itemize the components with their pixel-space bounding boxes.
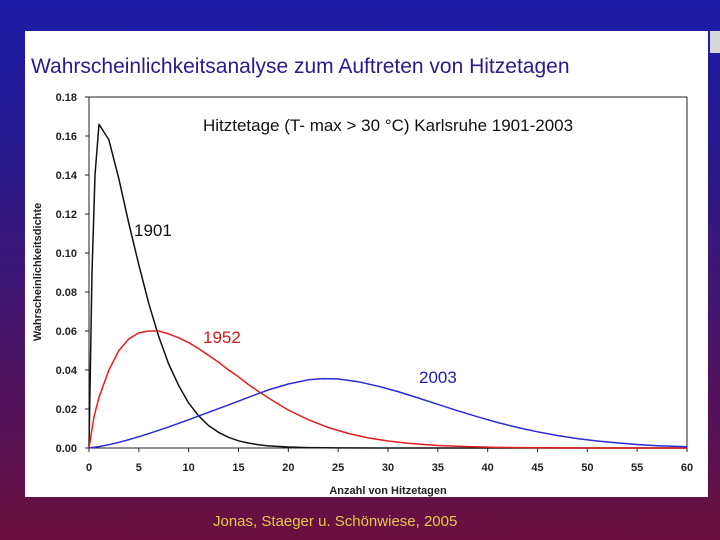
corner-tab	[710, 31, 720, 53]
x-tick-label: 15	[232, 462, 244, 474]
chart-title: Hitztetage (T- max > 30 °C) Karlsruhe 19…	[203, 116, 573, 135]
series-line-2003	[88, 377, 688, 449]
series-label-2003: 2003	[419, 368, 457, 387]
x-tick-label: 60	[681, 462, 693, 474]
x-tick-label: 0	[86, 462, 92, 474]
slide-title: Wahrscheinlichkeitsanalyse zum Auftreten…	[31, 55, 570, 78]
plot-frame	[88, 96, 688, 449]
y-tick-label: 0.18	[56, 92, 77, 104]
x-tick-label: 10	[183, 462, 195, 474]
series-lines	[88, 123, 688, 449]
series-label-1901: 1901	[134, 221, 172, 240]
series-label-1952: 1952	[203, 328, 241, 347]
y-tick-label: 0.00	[56, 443, 77, 455]
x-tick-label: 20	[282, 462, 294, 474]
y-axis-label: Wahrscheinlichkeitsdichte	[32, 203, 44, 341]
x-tick-label: 25	[332, 462, 344, 474]
x-tick-label: 45	[531, 462, 543, 474]
y-axis-ticks: 0.00 0.02 0.04 0.06 0.08 0.10 0.12 0.14 0.16 0.18	[56, 92, 89, 455]
x-axis-ticks: 0 5 10 15 20 25 30 35 40 45 50 55 60	[86, 448, 693, 474]
series-line-1952	[88, 330, 687, 449]
y-tick-label: 0.04	[56, 365, 78, 377]
x-tick-label: 40	[482, 462, 494, 474]
y-tick-label: 0.14	[56, 170, 78, 182]
series-line-1901	[88, 123, 687, 449]
y-tick-label: 0.12	[56, 209, 77, 221]
x-tick-label: 35	[432, 462, 444, 474]
x-tick-label: 30	[382, 462, 394, 474]
y-tick-label: 0.10	[56, 248, 77, 260]
y-tick-label: 0.02	[56, 404, 77, 416]
source-credit: Jonas, Staeger u. Schönwiese, 2005	[213, 513, 458, 530]
y-tick-label: 0.06	[56, 326, 77, 338]
x-tick-label: 55	[631, 462, 643, 474]
x-axis-label: Anzahl von Hitzetagen	[329, 485, 447, 497]
y-tick-label: 0.16	[56, 131, 77, 143]
x-tick-label: 5	[136, 462, 142, 474]
y-tick-label: 0.08	[56, 287, 77, 299]
x-tick-label: 50	[581, 462, 593, 474]
